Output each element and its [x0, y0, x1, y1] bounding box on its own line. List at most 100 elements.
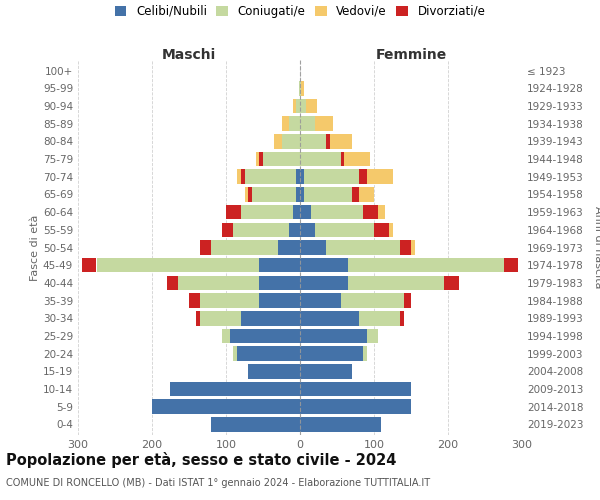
- Y-axis label: Fasce di età: Fasce di età: [30, 214, 40, 280]
- Bar: [170, 382, 300, 396]
- Bar: [289, 222, 300, 237]
- Bar: [359, 311, 400, 326]
- Bar: [233, 346, 237, 361]
- Bar: [329, 134, 352, 148]
- Bar: [200, 294, 259, 308]
- Bar: [211, 417, 300, 432]
- Bar: [189, 294, 200, 308]
- Bar: [300, 116, 315, 131]
- Bar: [245, 187, 248, 202]
- Bar: [296, 98, 300, 113]
- Bar: [259, 152, 263, 166]
- Bar: [296, 187, 300, 202]
- Bar: [233, 222, 289, 237]
- Bar: [400, 311, 404, 326]
- Text: Femmine: Femmine: [376, 48, 446, 62]
- Text: Maschi: Maschi: [162, 48, 216, 62]
- Bar: [259, 258, 300, 272]
- Bar: [341, 152, 344, 166]
- Bar: [300, 258, 348, 272]
- Bar: [378, 205, 385, 220]
- Bar: [300, 152, 341, 166]
- Bar: [241, 170, 245, 184]
- Bar: [256, 152, 259, 166]
- Bar: [300, 98, 306, 113]
- Bar: [404, 294, 411, 308]
- Bar: [263, 152, 300, 166]
- Bar: [352, 187, 359, 202]
- Bar: [200, 311, 241, 326]
- Bar: [222, 222, 233, 237]
- Bar: [300, 276, 348, 290]
- Bar: [304, 187, 352, 202]
- Bar: [326, 240, 400, 255]
- Bar: [444, 276, 459, 290]
- Y-axis label: Anni di nascita: Anni di nascita: [593, 206, 600, 289]
- Bar: [315, 222, 374, 237]
- Bar: [196, 311, 200, 326]
- Bar: [300, 170, 304, 184]
- Bar: [274, 134, 281, 148]
- Bar: [259, 276, 300, 290]
- Bar: [300, 417, 382, 432]
- Bar: [411, 240, 415, 255]
- Bar: [241, 311, 300, 326]
- Bar: [222, 328, 230, 343]
- Bar: [348, 276, 445, 290]
- Bar: [230, 328, 300, 343]
- Bar: [326, 134, 329, 148]
- Bar: [252, 187, 296, 202]
- Bar: [178, 276, 259, 290]
- Bar: [281, 116, 289, 131]
- Bar: [363, 346, 367, 361]
- Bar: [400, 240, 411, 255]
- Bar: [300, 187, 304, 202]
- Bar: [300, 205, 311, 220]
- Bar: [248, 364, 300, 378]
- Bar: [300, 382, 411, 396]
- Bar: [289, 116, 300, 131]
- Bar: [306, 98, 317, 113]
- Text: COMUNE DI RONCELLO (MB) - Dati ISTAT 1° gennaio 2024 - Elaborazione TUTTITALIA.I: COMUNE DI RONCELLO (MB) - Dati ISTAT 1° …: [6, 478, 430, 488]
- Bar: [359, 187, 374, 202]
- Bar: [237, 346, 300, 361]
- Bar: [293, 98, 296, 113]
- Bar: [300, 81, 301, 96]
- Bar: [367, 328, 378, 343]
- Bar: [82, 258, 97, 272]
- Bar: [363, 205, 378, 220]
- Bar: [300, 134, 326, 148]
- Bar: [245, 170, 296, 184]
- Bar: [300, 400, 411, 414]
- Bar: [248, 187, 252, 202]
- Bar: [301, 81, 304, 96]
- Bar: [300, 364, 352, 378]
- Bar: [293, 205, 300, 220]
- Bar: [278, 240, 300, 255]
- Bar: [367, 170, 392, 184]
- Bar: [503, 258, 518, 272]
- Bar: [304, 170, 359, 184]
- Bar: [259, 294, 300, 308]
- Bar: [200, 240, 211, 255]
- Bar: [344, 152, 370, 166]
- Bar: [97, 258, 259, 272]
- Bar: [167, 276, 178, 290]
- Bar: [311, 205, 363, 220]
- Bar: [300, 328, 367, 343]
- Bar: [241, 205, 293, 220]
- Bar: [389, 222, 392, 237]
- Text: Popolazione per età, sesso e stato civile - 2024: Popolazione per età, sesso e stato civil…: [6, 452, 397, 468]
- Bar: [237, 170, 241, 184]
- Bar: [300, 222, 315, 237]
- Bar: [296, 170, 300, 184]
- Bar: [300, 346, 363, 361]
- Bar: [226, 205, 241, 220]
- Bar: [281, 134, 300, 148]
- Bar: [300, 240, 326, 255]
- Bar: [152, 400, 300, 414]
- Bar: [300, 294, 341, 308]
- Bar: [300, 311, 359, 326]
- Bar: [341, 294, 404, 308]
- Bar: [348, 258, 503, 272]
